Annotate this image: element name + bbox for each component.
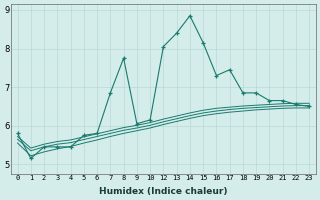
X-axis label: Humidex (Indice chaleur): Humidex (Indice chaleur) [99, 187, 228, 196]
